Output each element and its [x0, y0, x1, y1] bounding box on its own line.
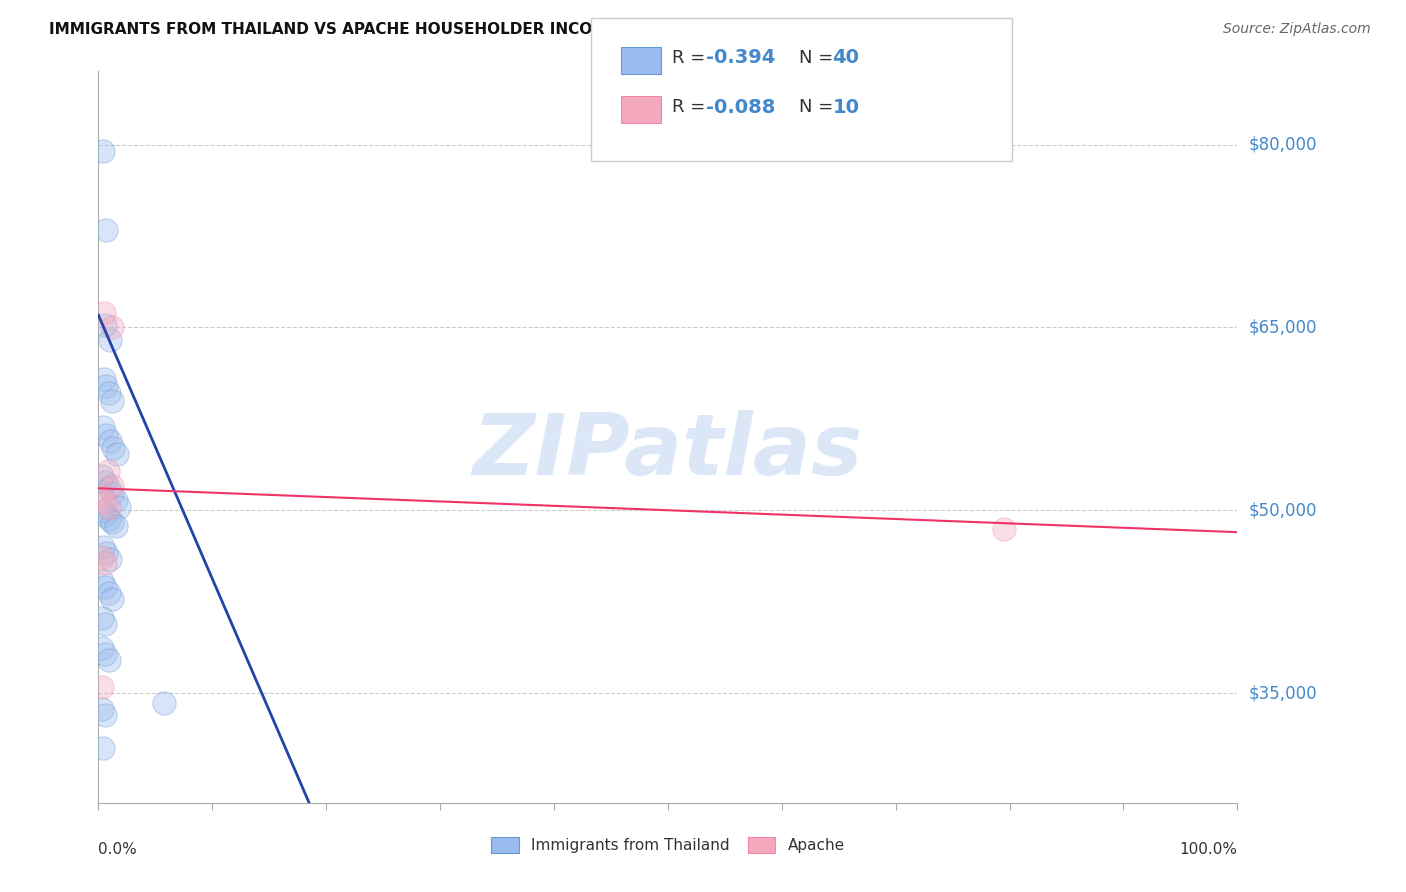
Point: [103, 441, 125, 455]
Point: [97, 386, 120, 401]
Point: [93, 306, 115, 320]
Text: N =: N =: [799, 98, 838, 116]
Point: [153, 696, 176, 710]
Point: [94, 318, 117, 332]
Point: [94, 708, 117, 723]
Point: [97, 512, 120, 526]
Point: [93, 371, 115, 385]
Text: N =: N =: [799, 49, 838, 67]
Point: [90, 680, 112, 694]
Point: [90, 610, 112, 624]
Point: [91, 540, 114, 554]
Point: [90, 574, 112, 588]
Point: [993, 521, 1015, 535]
Point: [98, 333, 121, 347]
Text: $80,000: $80,000: [1249, 136, 1317, 153]
Point: [94, 494, 117, 508]
Legend: Immigrants from Thailand, Apache: Immigrants from Thailand, Apache: [484, 830, 852, 861]
Text: -0.088: -0.088: [706, 97, 775, 117]
Point: [94, 508, 117, 522]
Point: [101, 487, 124, 501]
Point: [96, 223, 118, 237]
Point: [94, 580, 117, 594]
Point: [101, 393, 124, 408]
Point: [94, 556, 117, 570]
Text: -0.394: -0.394: [706, 48, 775, 68]
Point: [96, 546, 118, 560]
Point: [97, 481, 120, 495]
Point: [104, 493, 127, 508]
Point: [94, 475, 117, 490]
Point: [97, 653, 120, 667]
Point: [101, 516, 124, 530]
Text: $35,000: $35,000: [1249, 684, 1317, 702]
Point: [101, 592, 124, 607]
Text: R =: R =: [672, 98, 711, 116]
Point: [98, 434, 121, 448]
Point: [91, 144, 114, 158]
Text: 0.0%: 0.0%: [98, 842, 138, 856]
Point: [105, 447, 128, 461]
Point: [108, 500, 131, 514]
Point: [101, 479, 124, 493]
Point: [97, 500, 120, 515]
Point: [96, 427, 118, 442]
Text: R =: R =: [672, 49, 711, 67]
Point: [104, 519, 127, 533]
Point: [90, 504, 112, 518]
Point: [96, 464, 118, 478]
Text: Source: ZipAtlas.com: Source: ZipAtlas.com: [1223, 22, 1371, 37]
Text: 10: 10: [832, 97, 859, 117]
Point: [101, 320, 124, 334]
Text: $50,000: $50,000: [1249, 501, 1317, 519]
Point: [90, 640, 112, 655]
Point: [91, 420, 114, 434]
Point: [94, 647, 117, 661]
Point: [90, 702, 112, 716]
Point: [98, 552, 121, 566]
Point: [91, 740, 114, 755]
Text: 100.0%: 100.0%: [1180, 842, 1237, 856]
Point: [94, 616, 117, 631]
Point: [90, 549, 112, 564]
Y-axis label: Householder Income Under 25 years: Householder Income Under 25 years: [0, 297, 7, 577]
Text: ZIPatlas: ZIPatlas: [472, 410, 863, 493]
Point: [96, 379, 118, 393]
Point: [90, 469, 112, 483]
Text: IMMIGRANTS FROM THAILAND VS APACHE HOUSEHOLDER INCOME UNDER 25 YEARS CORRELATION: IMMIGRANTS FROM THAILAND VS APACHE HOUSE…: [49, 22, 959, 37]
Text: 40: 40: [832, 48, 859, 68]
Text: $65,000: $65,000: [1249, 318, 1317, 336]
Point: [97, 586, 120, 600]
Point: [90, 489, 112, 503]
